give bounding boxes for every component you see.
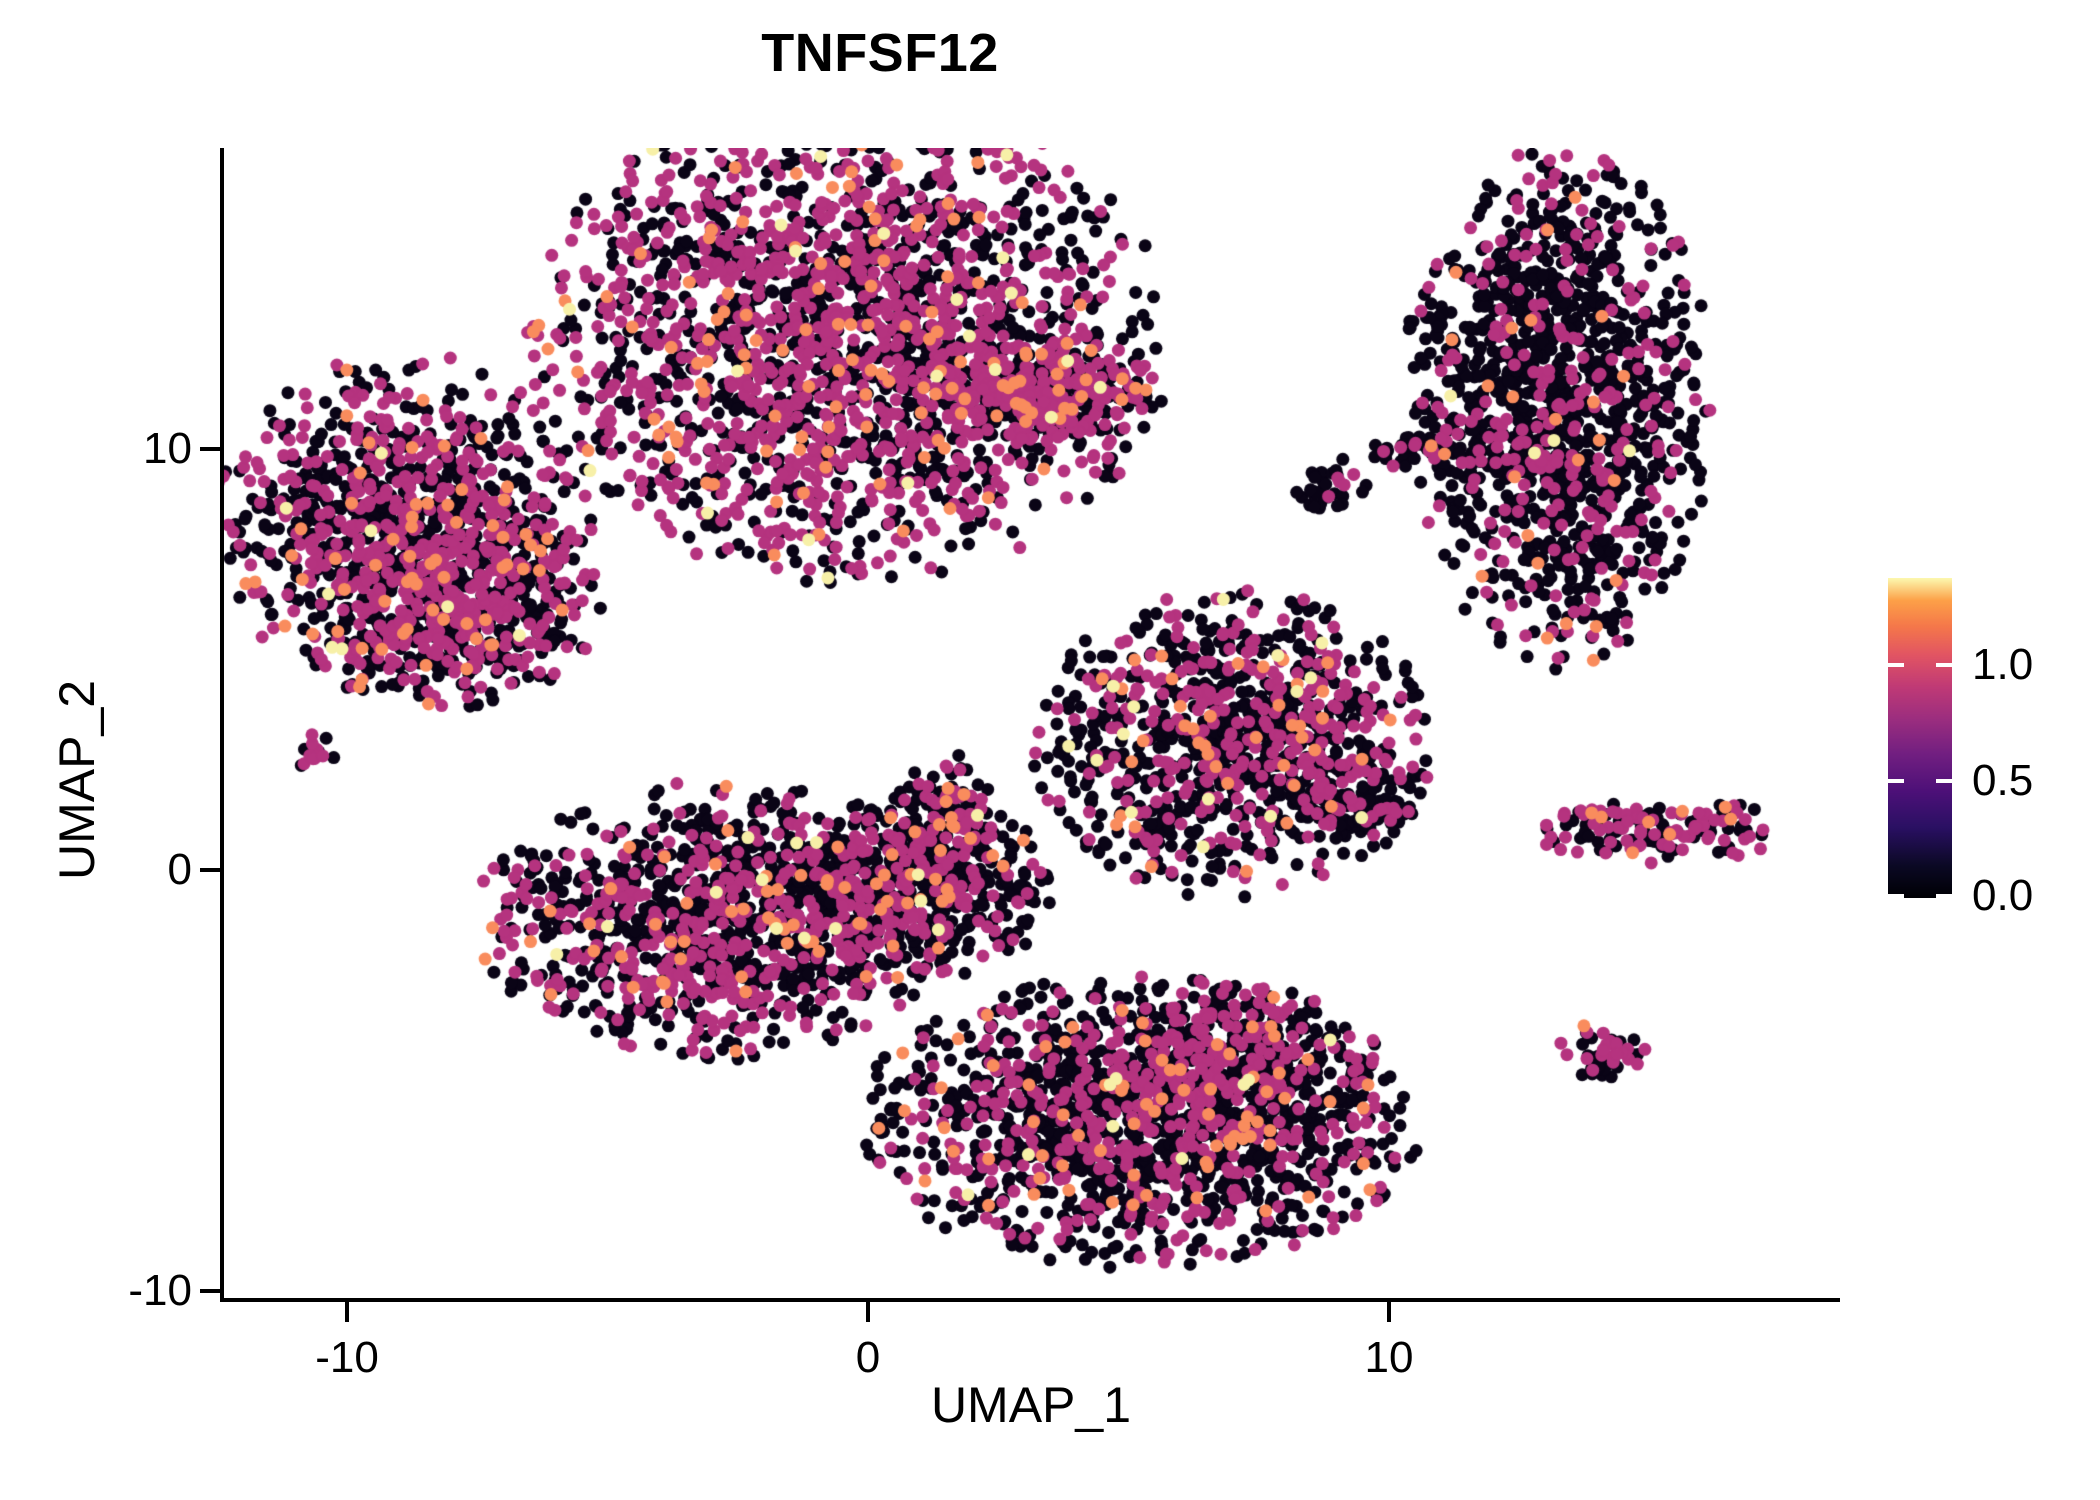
x-tick-label-neg10: -10: [315, 1333, 379, 1382]
x-tick-0: [866, 1302, 870, 1322]
x-tick-label-0: 0: [855, 1333, 881, 1382]
y-tick-label-10: 10: [143, 424, 192, 473]
colorbar-tick-0-right: [1936, 894, 1952, 898]
y-tick-neg10: [200, 1289, 220, 1293]
y-tick-label-neg10: -10: [128, 1266, 192, 1315]
x-tick-label-10: 10: [1364, 1333, 1414, 1382]
y-tick-label-0: 0: [167, 845, 192, 894]
x-tick-neg10: [345, 1302, 349, 1322]
colorbar-label-0: 0.0: [1972, 871, 2034, 920]
colorbar-tick-0-left: [1888, 894, 1904, 898]
x-axis-title: UMAP_1: [930, 1377, 1132, 1433]
scatter-points: [222, 148, 1840, 1300]
y-axis-line: [220, 148, 224, 1302]
x-axis-line: [220, 1298, 1840, 1302]
x-tick-10: [1387, 1302, 1391, 1322]
y-tick-10: [200, 447, 220, 451]
y-axis-title: UMAP_2: [49, 679, 105, 880]
colorbar-tick-1-right: [1936, 663, 1952, 667]
colorbar-tick-1-left: [1888, 663, 1904, 667]
colorbar-tick-05-right: [1936, 779, 1952, 783]
colorbar-gradient: [1888, 578, 1952, 898]
colorbar-label-05: 0.5: [1972, 756, 2034, 805]
y-tick-0: [200, 868, 220, 872]
colorbar-legend[interactable]: 1.0 0.5 0.0: [1888, 578, 2033, 918]
colorbar-tick-05-left: [1888, 779, 1904, 783]
scatter-panel[interactable]: [222, 148, 1840, 1300]
page-title: TNFSF12: [761, 23, 999, 83]
colorbar-label-1: 1.0: [1972, 640, 2034, 689]
